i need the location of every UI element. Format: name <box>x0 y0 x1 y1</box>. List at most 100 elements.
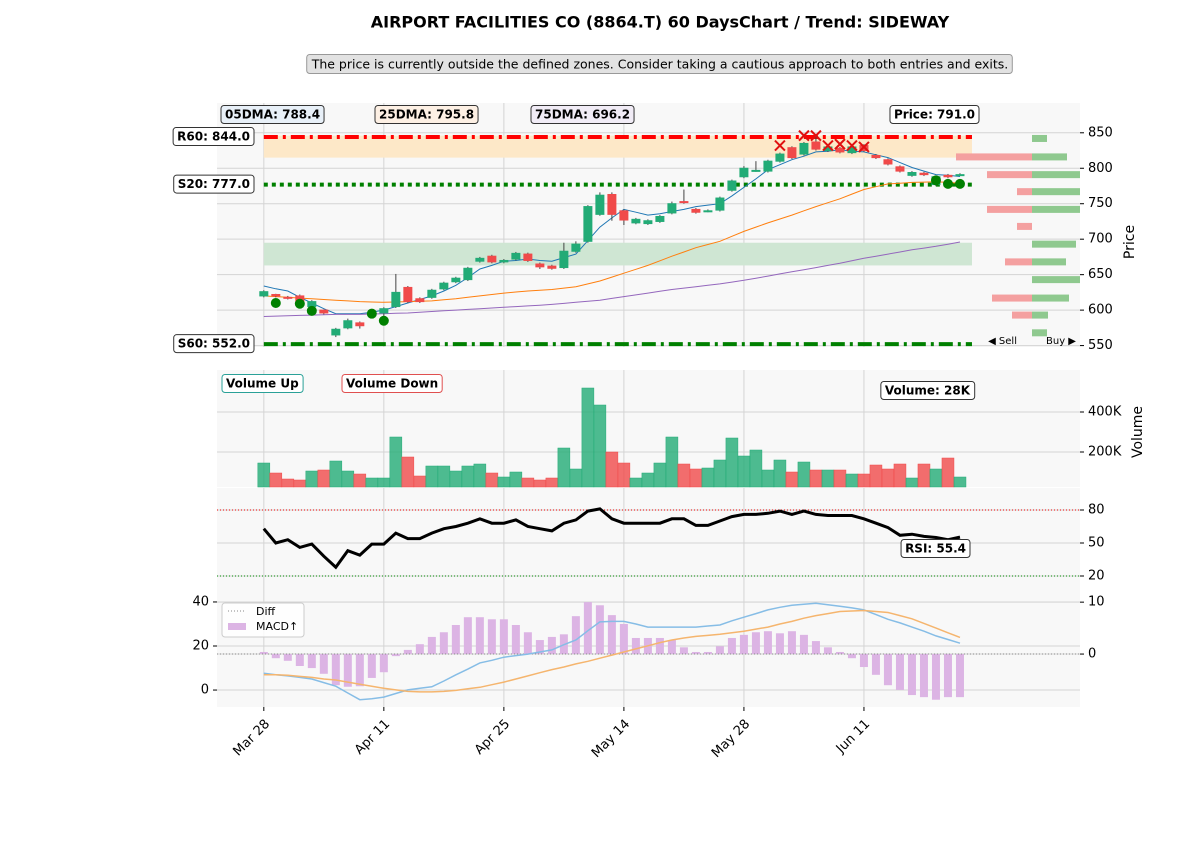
rsi-label-box <box>900 539 971 558</box>
candle-body <box>523 253 533 261</box>
volume-bar <box>905 477 919 488</box>
macd-bar <box>799 634 808 655</box>
profile-sell-bar <box>987 205 1032 213</box>
macd-bar <box>847 654 856 659</box>
profile-buy-label: Buy ▶ <box>1046 336 1076 347</box>
legend-macd-swatch <box>228 623 246 630</box>
rsi-label: RSI: 55.4 <box>905 542 966 556</box>
candle-body <box>835 147 845 153</box>
volume-bar <box>617 462 631 488</box>
candle-body <box>631 218 641 224</box>
candle-body <box>751 169 761 172</box>
macd-bar <box>475 617 484 655</box>
candle-body <box>547 265 557 269</box>
macd-bar <box>919 654 928 698</box>
candle-body <box>463 267 473 281</box>
volume-bar <box>869 464 883 488</box>
candle-body <box>799 142 809 155</box>
macd-bar <box>703 651 712 655</box>
macd-bar <box>547 636 556 655</box>
candle-body <box>739 167 749 178</box>
zone <box>263 242 972 266</box>
profile-buy-bar <box>1032 329 1047 337</box>
candle-body <box>907 172 917 176</box>
candle-body <box>895 166 905 172</box>
volume-bar <box>665 436 679 488</box>
volume-bar <box>917 463 931 488</box>
macd-bar <box>439 632 448 655</box>
candle-body <box>655 215 665 222</box>
volume-bar <box>749 449 763 488</box>
candle-body <box>307 301 317 308</box>
candle-body <box>439 282 449 290</box>
macd-line <box>263 602 961 701</box>
buy-signal <box>942 178 953 189</box>
y-axis-label: Price <box>1122 225 1138 259</box>
macd-bar <box>931 654 940 700</box>
volume-bar <box>881 468 895 488</box>
macd-bar <box>739 634 748 655</box>
candle-body <box>883 159 893 165</box>
profile-sell-bar <box>992 294 1032 302</box>
candle-body <box>763 160 773 172</box>
chart-title: AIRPORT FACILITIES CO (8864.T) 60 DaysCh… <box>371 13 950 32</box>
candle-body <box>727 180 737 191</box>
ma-label: 25DMA: 795.8 <box>379 108 474 122</box>
candle-body <box>559 250 569 269</box>
candle-body <box>583 206 593 242</box>
candle-body <box>343 320 353 329</box>
candle-body <box>571 243 581 252</box>
candle-body <box>499 259 509 263</box>
volume-up-label-box <box>221 374 304 393</box>
volume-bar <box>389 436 403 488</box>
macd-bar <box>343 654 352 687</box>
macd-bar <box>691 651 700 655</box>
macd-bar <box>523 632 532 655</box>
profile-sell-bar <box>987 171 1032 179</box>
y-tick-label: 50 <box>1088 536 1105 551</box>
sell-signal <box>822 139 834 152</box>
macd-bar <box>859 654 868 668</box>
candle-body <box>955 174 965 177</box>
y-tick-label: 80 <box>1088 503 1105 518</box>
y-tick-label: 600 <box>1088 303 1113 318</box>
candle-body <box>667 203 677 214</box>
candle-body <box>595 194 605 215</box>
volume-bar <box>449 470 463 488</box>
macd-bar <box>403 649 412 655</box>
volume-bar <box>641 472 655 488</box>
volume-bar <box>281 478 295 488</box>
candle-body <box>619 210 629 221</box>
profile-buy-bar <box>1032 240 1076 248</box>
profile-buy-bar <box>1032 276 1080 284</box>
macd-bar <box>571 616 580 655</box>
macd-bar <box>943 654 952 698</box>
macd-bar <box>811 641 820 655</box>
candle-body <box>943 174 953 178</box>
candle-body <box>691 208 701 213</box>
macd-bar <box>955 654 964 698</box>
volume-bar <box>941 457 955 488</box>
profile-sell-bar <box>1017 222 1032 230</box>
macd-bar <box>463 617 472 655</box>
macd-bar <box>391 654 400 657</box>
macd-bar <box>631 637 640 655</box>
level-label-box <box>172 127 255 147</box>
macd-bar <box>451 624 460 655</box>
y-tick-label: 750 <box>1088 196 1113 211</box>
candle-body <box>475 257 485 262</box>
candle-body <box>427 289 437 298</box>
macd-bar <box>679 647 688 655</box>
volume-bar <box>293 479 307 488</box>
macd-bar <box>595 605 604 655</box>
volume-bar <box>785 471 799 488</box>
macd-bar <box>655 637 664 655</box>
volume-bar <box>497 476 511 488</box>
volume-bar <box>833 469 847 488</box>
volume-bar <box>365 477 379 488</box>
candle-body <box>811 141 821 150</box>
buy-signal <box>270 298 281 309</box>
candle-body <box>403 286 413 303</box>
candle-body <box>787 147 797 159</box>
volume-bar <box>509 471 523 488</box>
